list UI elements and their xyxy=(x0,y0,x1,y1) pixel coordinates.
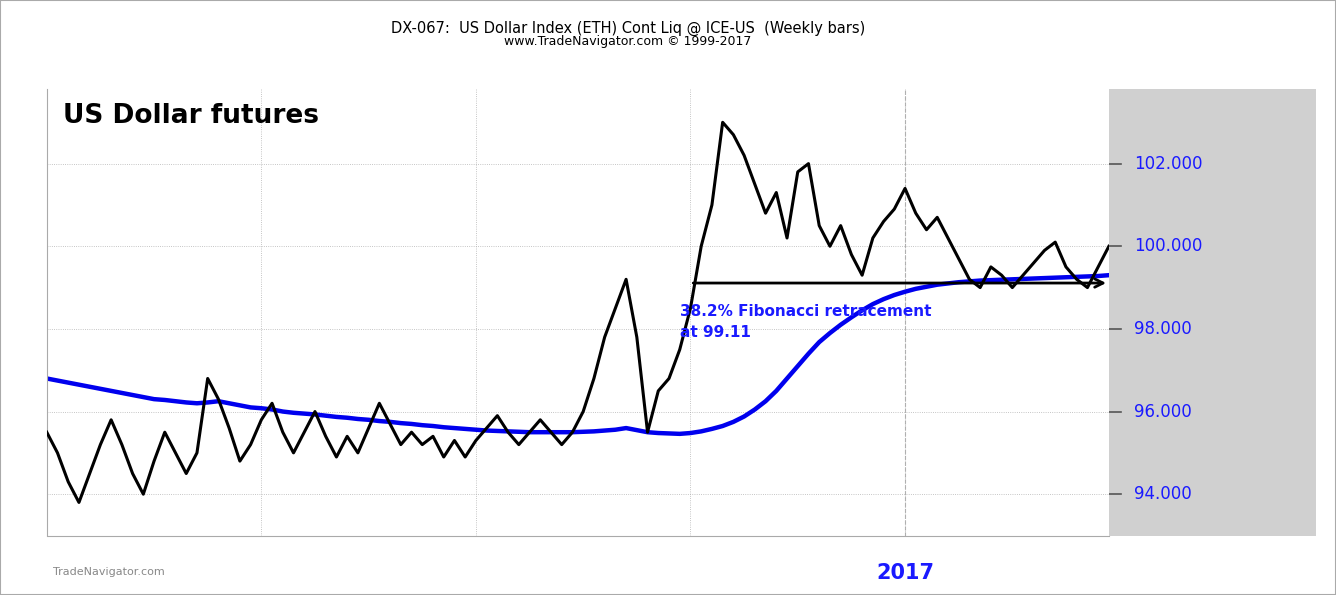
Text: US Dollar futures: US Dollar futures xyxy=(63,102,319,129)
Text: 2017: 2017 xyxy=(876,563,934,583)
Text: 98.000: 98.000 xyxy=(1134,320,1192,338)
Text: 38.2% Fibonacci retracement
at 99.11: 38.2% Fibonacci retracement at 99.11 xyxy=(680,304,931,340)
Text: DX-067:  US Dollar Index (ETH) Cont Liq @ ICE-US  (Weekly bars): DX-067: US Dollar Index (ETH) Cont Liq @… xyxy=(391,21,864,36)
Text: 100.000: 100.000 xyxy=(1134,237,1202,255)
Text: TradeNavigator.com: TradeNavigator.com xyxy=(53,567,166,577)
Text: www.TradeNavigator.com © 1999-2017: www.TradeNavigator.com © 1999-2017 xyxy=(504,35,752,48)
Text: 96.000: 96.000 xyxy=(1134,403,1192,421)
Text: 102.000: 102.000 xyxy=(1134,155,1202,173)
Text: 94.000: 94.000 xyxy=(1134,485,1192,503)
